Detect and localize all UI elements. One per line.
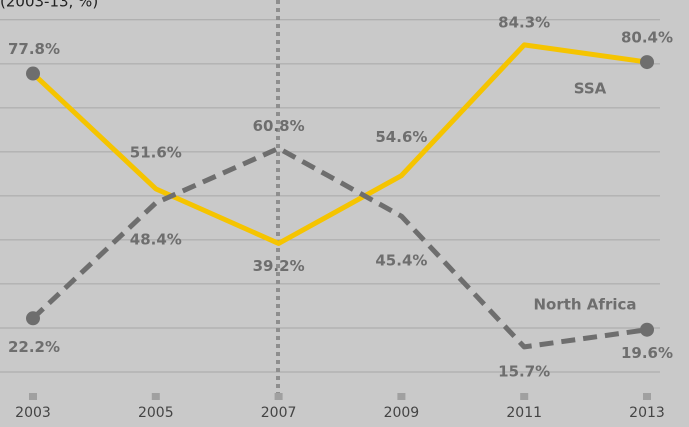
value-label: 54.6%	[375, 128, 427, 146]
value-label: 84.3%	[498, 13, 550, 31]
series-label: SSA	[574, 80, 607, 98]
x-tick-label: 2003	[15, 405, 51, 421]
value-label: 19.6%	[621, 344, 673, 362]
chart-subtitle: (2003-13, %)	[0, 0, 98, 11]
x-tick-label: 2007	[261, 405, 297, 421]
value-label: 77.8%	[8, 40, 60, 58]
x-tick-label: 2011	[506, 405, 542, 421]
end-marker	[640, 55, 654, 70]
x-tick	[274, 393, 283, 400]
end-marker	[26, 311, 40, 326]
end-marker	[26, 66, 40, 81]
x-tick	[397, 393, 406, 400]
x-tick	[29, 393, 37, 400]
series-line	[31, 145, 648, 350]
value-label: 48.4%	[130, 230, 182, 248]
end-marker	[640, 322, 654, 337]
x-tick	[151, 393, 160, 400]
value-label: 80.4%	[621, 29, 673, 47]
x-tick-label: 2009	[384, 405, 420, 421]
x-tick	[520, 393, 529, 400]
value-label: 39.2%	[253, 257, 305, 275]
x-tick-label: 2013	[629, 405, 665, 421]
value-label: 22.2%	[8, 338, 60, 356]
value-label: 60.8%	[253, 117, 305, 135]
series-label: North Africa	[533, 296, 636, 314]
series-line	[31, 42, 648, 246]
x-tick-label: 2005	[138, 405, 174, 421]
value-label: 15.7%	[498, 362, 550, 380]
value-label: 45.4%	[375, 252, 427, 270]
x-tick	[643, 393, 651, 400]
value-label: 51.6%	[130, 143, 182, 161]
